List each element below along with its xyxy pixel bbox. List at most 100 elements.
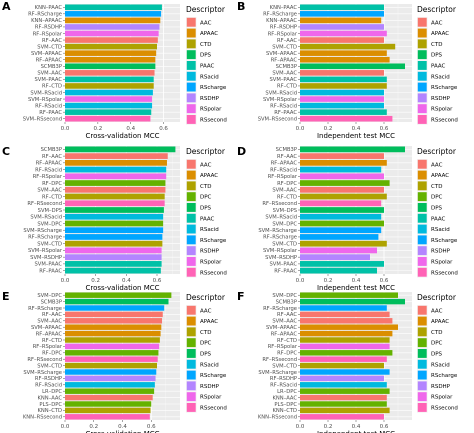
bar-svm-rscharge: [300, 227, 382, 234]
bar-svm-ctd: [300, 362, 384, 369]
bar-rf-aac: [65, 153, 168, 159]
y-tick-label: RF–AAC: [42, 38, 62, 44]
y-tick-label: RF–AAC: [277, 312, 297, 318]
x-tick-label: 0.4: [352, 278, 361, 284]
legend-swatch-rsdhp: [417, 93, 427, 103]
x-tick-label: 0.0: [61, 278, 70, 284]
y-tick-label: RF–CTD: [277, 84, 297, 90]
bar-rf-dpc: [300, 350, 393, 356]
bar-svm-dpc: [300, 292, 398, 298]
legend-label: RSDHP: [431, 96, 451, 102]
bar-svm-aac: [65, 186, 166, 193]
y-tick-label: SVM–RSpolar: [28, 248, 63, 254]
bar-rf-dpc: [65, 180, 166, 186]
legend-label: APAAC: [200, 31, 218, 37]
x-tick-label: 0.6: [159, 126, 168, 132]
bar-rf-apaac: [65, 56, 156, 63]
bar-knn-apaac: [300, 17, 382, 24]
y-tick-label: SVM–RSpolar: [28, 97, 63, 103]
legend-swatch-apaac: [186, 316, 196, 326]
bar-svm-ctd: [300, 240, 387, 247]
y-tick-label: SVM–DPC: [37, 293, 62, 299]
y-tick-label: RF–RSacid: [35, 383, 62, 389]
y-tick-label: RF–RSpolar: [268, 31, 298, 37]
legend-title: Descriptor: [186, 293, 226, 302]
legend-swatch-apaac: [186, 28, 196, 38]
y-tick-label: RF–APAAC: [36, 161, 63, 167]
legend-label: DPS: [200, 352, 212, 358]
bar-svm-dpc: [300, 220, 384, 227]
legend: Descriptor AAC APAAC CTD DPS PAAC RSacid RSchar…: [186, 5, 227, 125]
y-tick-label: LR–DPC: [42, 389, 62, 395]
bar-pls-dpc: [65, 401, 152, 407]
panel-e: E SVM–DPCSCMB3PRF–RSchargeRF–AACSVM–AACSV…: [2, 290, 227, 433]
panel-letter: A: [2, 0, 11, 13]
legend-swatch-rscharge: [186, 235, 196, 245]
y-tick-label: SVM–APAAC: [31, 325, 62, 331]
y-tick-label: RF–CTD: [42, 84, 62, 90]
y-tick-label: RF–RSpolar: [268, 344, 298, 350]
y-tick-label: RF–RSDHP: [35, 25, 62, 31]
x-tick-label: 0.0: [296, 126, 305, 132]
bar-rf-rssecond: [65, 356, 158, 362]
bar-rf-rsacid: [300, 102, 384, 109]
bar-svm-rsdhp: [65, 254, 162, 261]
bar-svm-rsdhp: [300, 254, 370, 261]
bar-scmb3p: [300, 63, 405, 70]
bar-rf-rssecond: [65, 200, 165, 207]
legend-label: RSacid: [431, 74, 450, 80]
bar-knn-aac: [300, 394, 387, 401]
legend-label: RSpolar: [431, 260, 453, 266]
y-tick-label: RF–RScharge: [28, 306, 62, 312]
bar-svm-dps: [65, 207, 164, 213]
bar-rf-rscharge: [300, 11, 384, 17]
legend-swatch-dps: [186, 349, 196, 358]
bar-rf-aac: [300, 311, 390, 318]
bar-rf-aac: [300, 153, 384, 159]
legend-label: CTD: [431, 184, 442, 190]
y-tick-label: KNN–APAAC: [266, 18, 297, 24]
legend-label: DPS: [200, 206, 212, 212]
legend-label: CTD: [200, 330, 211, 336]
legend-label: DPS: [200, 53, 212, 59]
bar-svm-dpc: [65, 292, 172, 298]
legend-label: APAAC: [200, 173, 218, 179]
y-tick-label: RF–RScharge: [28, 235, 62, 241]
legend-label: CTD: [431, 42, 442, 48]
bar-svm-aac: [65, 70, 155, 76]
legend-swatch-apaac: [417, 316, 427, 326]
legend-swatch-dps: [186, 50, 196, 60]
bar-svm-paac: [65, 261, 162, 267]
y-tick-label: RF–RSDHP: [270, 25, 297, 31]
legend-swatch-dpc: [417, 338, 427, 348]
x-tick-label: 0.6: [380, 278, 389, 284]
bar-knn-rssecond: [300, 414, 384, 420]
bar-svm-apaac: [300, 324, 398, 330]
y-tick-label: RF–RScharge: [263, 306, 297, 312]
bar-svm-rssecond: [300, 115, 393, 122]
x-axis-label: Independent test MCC: [317, 284, 395, 292]
legend-swatch-rssecond: [186, 115, 196, 124]
y-tick-label: SVM–CTD: [272, 44, 297, 50]
y-tick-label: KNN–AAC: [272, 395, 297, 401]
y-tick-label: SVM–PAAC: [270, 77, 298, 83]
bar-svm-aac: [300, 186, 384, 193]
legend-label: RSsecond: [200, 406, 227, 412]
legend-label: RScharge: [200, 238, 227, 244]
y-tick-label: SVM–RSsecond: [23, 117, 62, 123]
bar-knn-ctd: [65, 407, 151, 414]
legend-title: Descriptor: [417, 293, 457, 302]
bar-rf-apaac: [300, 330, 393, 337]
legend-swatch-rscharge: [186, 370, 196, 380]
bar-svm-rspolar: [65, 96, 153, 102]
y-tick-label: SVM–RSDHP: [265, 255, 297, 261]
legend-swatch-rssecond: [417, 403, 427, 412]
bar-rf-paac: [65, 109, 152, 115]
y-tick-label: SVM–CTD: [272, 241, 297, 247]
bar-svm-paac: [300, 261, 384, 267]
legend-label: PAAC: [431, 216, 446, 222]
y-tick-label: SVM–CTD: [37, 363, 62, 369]
bar-knn-paac: [65, 4, 162, 11]
y-tick-label: RF–AAC: [42, 154, 62, 160]
bar-scmb3p: [65, 63, 156, 70]
